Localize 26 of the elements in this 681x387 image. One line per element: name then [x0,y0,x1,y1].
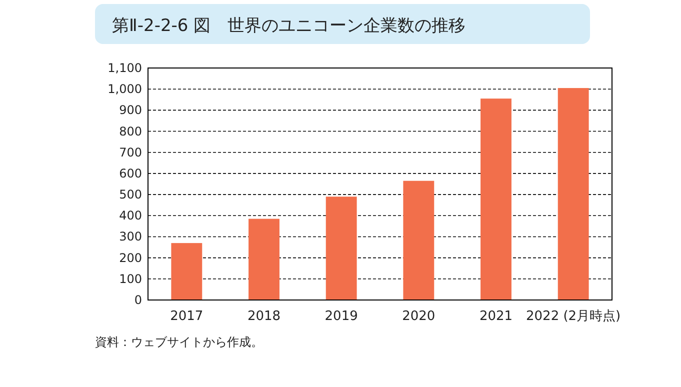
y-tick-label: 1,000 [108,82,142,96]
y-tick-label: 500 [119,188,142,202]
bar [480,98,512,300]
y-tick-label: 1,100 [108,61,142,75]
x-tick-label: 2018 [247,309,281,324]
y-tick-label: 700 [119,145,142,160]
y-tick-label: 100 [119,272,142,286]
x-tick-label: 2020 [402,309,436,324]
x-tick-label: 2017 [170,309,204,324]
y-tick-label: 400 [119,208,142,223]
y-tick-label: 200 [119,250,142,265]
y-tick-label: 600 [119,166,142,180]
chart-title: 第Ⅱ-2-2-6 図 世界のユニコーン企業数の推移 [112,16,466,36]
x-tick-label: 2022 (2月時点) [526,309,621,324]
bar [171,243,202,300]
bar [326,196,357,300]
bar [403,180,434,300]
bar [248,218,280,300]
y-tick-label: 0 [134,293,142,307]
y-tick-label: 800 [119,124,142,138]
y-tick-label: 900 [119,103,142,118]
y-tick-label: 300 [119,230,142,244]
text: 資料：ウェブサイトから作成。 [95,335,263,349]
x-tick-label: 2019 [324,309,358,324]
x-tick-label: 2021 [479,309,513,324]
bar [558,88,589,300]
